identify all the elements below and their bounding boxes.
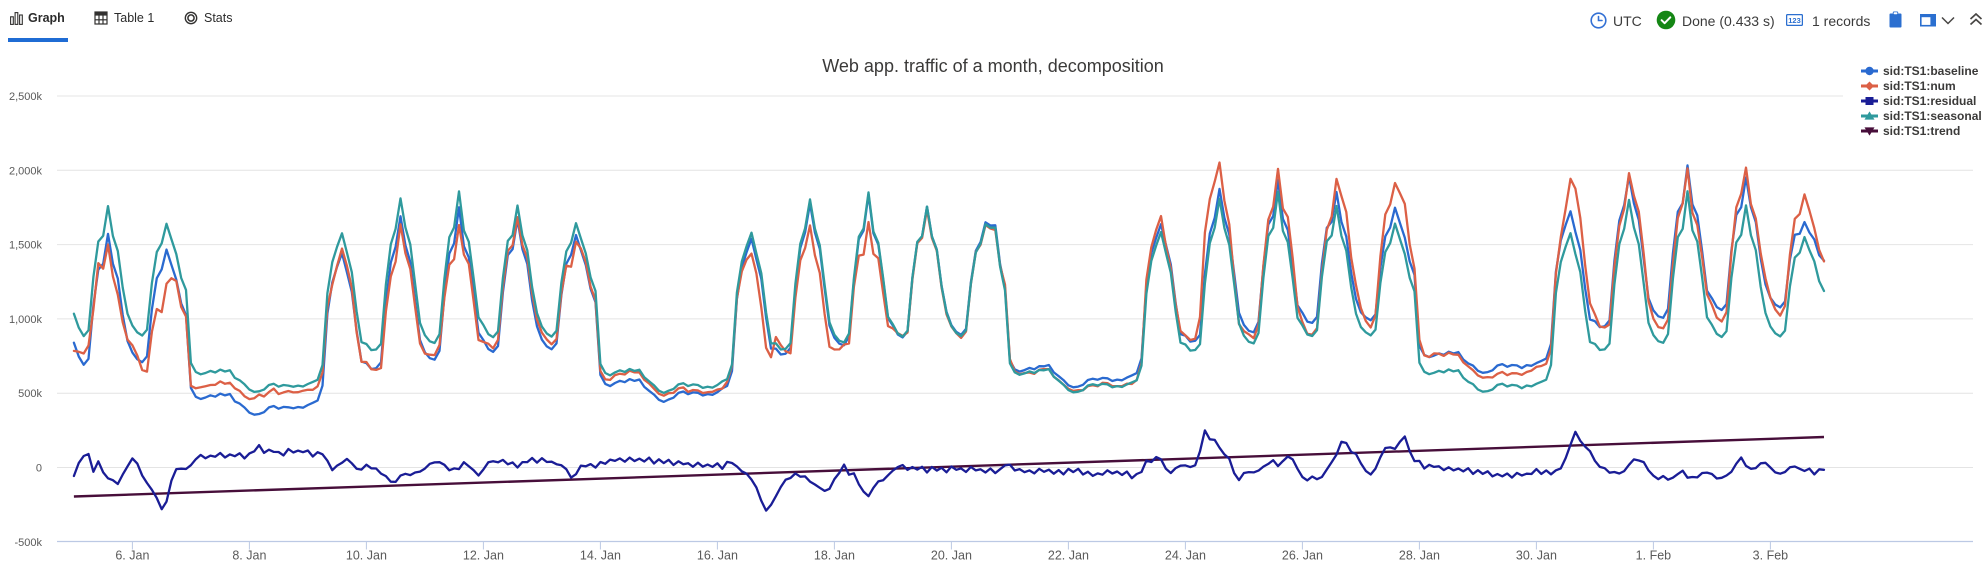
svg-text:2,000k: 2,000k <box>9 165 43 177</box>
svg-text:0: 0 <box>36 463 42 475</box>
svg-text:22. Jan: 22. Jan <box>1048 549 1089 563</box>
svg-text:sid:TS1:trend: sid:TS1:trend <box>1883 124 1960 138</box>
svg-text:sid:TS1:baseline: sid:TS1:baseline <box>1883 64 1979 78</box>
svg-text:10. Jan: 10. Jan <box>346 549 387 563</box>
svg-text:18. Jan: 18. Jan <box>814 549 855 563</box>
svg-text:3. Feb: 3. Feb <box>1753 549 1788 563</box>
svg-text:8. Jan: 8. Jan <box>232 549 266 563</box>
svg-text:sid:TS1:seasonal: sid:TS1:seasonal <box>1883 109 1982 123</box>
svg-text:-500k: -500k <box>14 537 42 549</box>
svg-text:sid:TS1:num: sid:TS1:num <box>1883 79 1956 93</box>
svg-text:sid:TS1:residual: sid:TS1:residual <box>1883 94 1976 108</box>
svg-text:123: 123 <box>1788 16 1801 25</box>
svg-text:20. Jan: 20. Jan <box>931 549 972 563</box>
svg-text:1,000k: 1,000k <box>9 314 43 326</box>
svg-text:28. Jan: 28. Jan <box>1399 549 1440 563</box>
svg-text:30. Jan: 30. Jan <box>1516 549 1557 563</box>
svg-text:24. Jan: 24. Jan <box>1165 549 1206 563</box>
svg-text:1,500k: 1,500k <box>9 240 43 252</box>
svg-text:Web app. traffic of a month, d: Web app. traffic of a month, decompositi… <box>822 56 1164 76</box>
svg-text:26. Jan: 26. Jan <box>1282 549 1323 563</box>
svg-text:500k: 500k <box>18 388 42 400</box>
svg-text:14. Jan: 14. Jan <box>580 549 621 563</box>
svg-text:16. Jan: 16. Jan <box>697 549 738 563</box>
svg-text:6. Jan: 6. Jan <box>115 549 149 563</box>
svg-text:1. Feb: 1. Feb <box>1636 549 1671 563</box>
svg-text:2,500k: 2,500k <box>9 91 43 103</box>
svg-text:12. Jan: 12. Jan <box>463 549 504 563</box>
